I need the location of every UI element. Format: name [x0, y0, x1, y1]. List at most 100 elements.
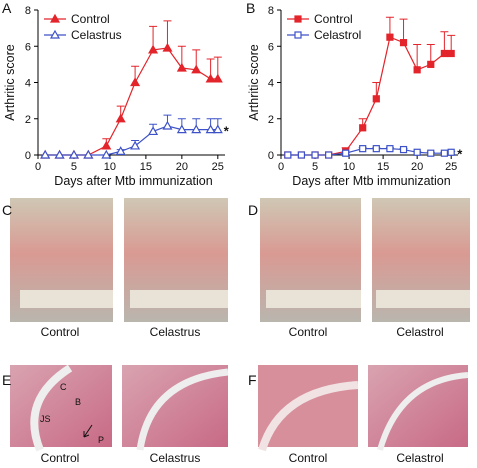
panel-label: C	[2, 202, 12, 218]
ruler	[376, 290, 470, 308]
marker	[427, 149, 435, 157]
marker	[205, 124, 216, 134]
marker	[399, 39, 408, 47]
caption: Control	[41, 451, 80, 465]
y-axis-title: Arthritic score	[247, 44, 261, 120]
x-tick-label: 15	[140, 161, 152, 173]
x-tick-label: 0	[278, 161, 284, 173]
image-annotation: B	[75, 397, 81, 407]
significance-annotation: *	[224, 124, 230, 139]
caption: Celastrol	[396, 325, 443, 339]
y-axis-title: Arthritic score	[3, 44, 17, 120]
y-tick-label: 2	[25, 114, 31, 126]
marker	[413, 148, 421, 156]
caption: Celastrol	[396, 451, 443, 465]
legend-label: Celastrol	[314, 28, 361, 42]
histology-image	[122, 365, 228, 447]
marker	[342, 149, 350, 157]
panel-label: B	[246, 0, 255, 16]
marker	[440, 49, 448, 58]
caption: Celastrus	[150, 325, 201, 339]
marker	[399, 145, 408, 154]
arrow	[83, 424, 93, 438]
marker	[386, 145, 394, 153]
ruler	[20, 290, 113, 308]
joint-space	[136, 368, 229, 451]
x-tick-label: 10	[343, 161, 355, 173]
ruler	[130, 290, 228, 308]
marker	[212, 73, 223, 83]
x-tick-label: 5	[71, 161, 77, 173]
marker	[212, 124, 223, 134]
x-tick-label: 20	[411, 161, 423, 173]
y-tick-label: 0	[268, 150, 274, 162]
error-bar	[413, 43, 422, 70]
x-tick-label: 5	[312, 161, 318, 173]
y-tick-label: 8	[25, 5, 31, 17]
marker	[101, 149, 112, 159]
marker	[148, 44, 159, 54]
marker	[191, 64, 202, 74]
series-line	[287, 36, 452, 156]
marker	[148, 126, 159, 136]
marker	[359, 145, 367, 153]
legend-label: Control	[71, 12, 110, 26]
image-annotation: P	[98, 435, 104, 445]
marker	[54, 149, 65, 159]
marker	[325, 151, 333, 159]
marker	[162, 42, 173, 52]
marker	[297, 151, 306, 159]
legend-label: Celastrus	[71, 28, 122, 42]
ruler	[266, 290, 361, 308]
panel-label: D	[248, 202, 258, 218]
caption: Control	[41, 325, 80, 339]
x-tick-label: 25	[212, 161, 224, 173]
x-tick-label: 10	[104, 161, 116, 173]
image-annotation: JS	[40, 414, 51, 424]
marker	[427, 60, 435, 68]
panel-label: F	[248, 372, 257, 388]
y-tick-label: 0	[25, 150, 31, 162]
marker	[49, 13, 61, 23]
marker	[372, 95, 380, 103]
marker	[162, 120, 173, 130]
y-tick-label: 4	[25, 78, 31, 90]
marker	[413, 66, 421, 74]
marker	[386, 33, 394, 41]
y-tick-label: 6	[268, 41, 274, 53]
x-axis-title: Days after Mtb immunization	[54, 174, 212, 188]
y-tick-label: 8	[268, 5, 274, 17]
error-bar	[440, 31, 449, 54]
marker	[284, 151, 292, 159]
marker	[447, 148, 455, 156]
caption: Celastrus	[150, 451, 201, 465]
joint-space	[30, 364, 73, 452]
marker	[294, 31, 302, 39]
x-tick-label: 0	[35, 161, 41, 173]
marker	[372, 145, 380, 153]
marker	[130, 77, 141, 87]
marker	[440, 149, 448, 157]
marker	[115, 146, 126, 155]
panel-label: E	[2, 372, 11, 388]
y-tick-label: 4	[268, 78, 274, 90]
marker	[68, 149, 79, 159]
x-tick-label: 15	[377, 161, 389, 173]
series-line	[45, 47, 218, 156]
panel-label: A	[2, 0, 12, 16]
x-axis-title: Days after Mtb immunization	[292, 174, 450, 188]
x-tick-label: 25	[445, 161, 457, 173]
caption: Control	[289, 325, 328, 339]
joint-space	[377, 372, 469, 451]
marker	[40, 149, 51, 159]
marker	[49, 29, 61, 39]
error-bar	[399, 18, 408, 43]
histology-image	[258, 365, 358, 447]
marker	[294, 15, 302, 23]
x-tick-label: 20	[176, 161, 188, 173]
image-annotation: C	[60, 382, 67, 392]
marker	[205, 73, 216, 83]
joint-space	[258, 381, 359, 452]
